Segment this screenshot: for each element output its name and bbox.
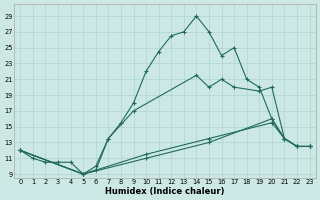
X-axis label: Humidex (Indice chaleur): Humidex (Indice chaleur) — [105, 187, 225, 196]
